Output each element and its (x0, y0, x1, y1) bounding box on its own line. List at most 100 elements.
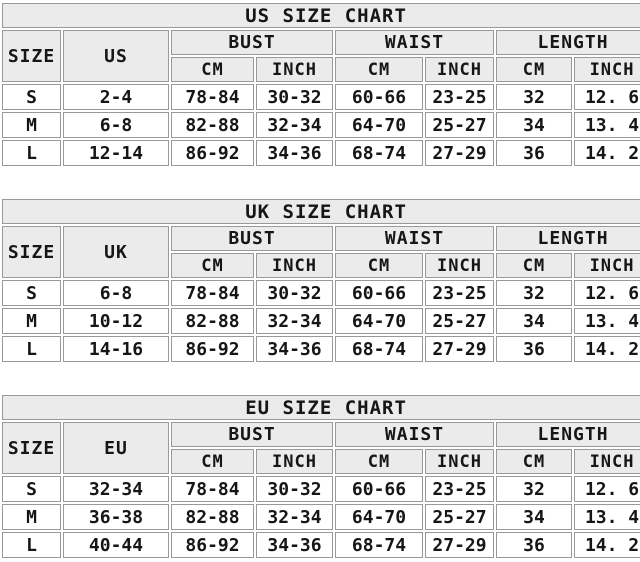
col-header-bust: BUST (171, 226, 333, 251)
unit-header-length-cm: CM (496, 449, 572, 474)
cell-length-cm: 34 (496, 112, 572, 138)
cell-region-size: 14-16 (63, 336, 169, 362)
table-title: EU SIZE CHART (2, 395, 640, 420)
cell-size: S (2, 476, 61, 502)
unit-header-waist-cm: CM (335, 449, 423, 474)
col-header-length: LENGTH (496, 30, 640, 55)
cell-bust-cm: 78-84 (171, 84, 254, 110)
cell-bust-cm: 86-92 (171, 140, 254, 166)
unit-header-waist-cm: CM (335, 57, 423, 82)
cell-waist-cm: 68-74 (335, 140, 423, 166)
cell-bust-inch: 30-32 (256, 280, 333, 306)
cell-waist-cm: 64-70 (335, 308, 423, 334)
cell-bust-inch: 32-34 (256, 112, 333, 138)
cell-length-cm: 32 (496, 280, 572, 306)
cell-bust-cm: 78-84 (171, 280, 254, 306)
cell-region-size: 10-12 (63, 308, 169, 334)
unit-header-length-inch: INCH (574, 253, 640, 278)
cell-bust-cm: 82-88 (171, 308, 254, 334)
table-units-row: CM INCH CM INCH CM INCH (2, 253, 640, 278)
cell-length-cm: 34 (496, 308, 572, 334)
unit-header-bust-inch: INCH (256, 253, 333, 278)
cell-bust-inch: 34-36 (256, 140, 333, 166)
cell-length-inch: 14. 2 (574, 532, 640, 558)
cell-bust-cm: 82-88 (171, 504, 254, 530)
cell-waist-inch: 25-27 (425, 504, 494, 530)
unit-header-waist-inch: INCH (425, 57, 494, 82)
unit-header-waist-inch: INCH (425, 253, 494, 278)
cell-waist-cm: 60-66 (335, 84, 423, 110)
col-header-size: SIZE (2, 422, 61, 474)
table-title: US SIZE CHART (2, 3, 640, 28)
cell-waist-inch: 23-25 (425, 476, 494, 502)
cell-waist-cm: 60-66 (335, 476, 423, 502)
uk-size-chart-table: UK SIZE CHART SIZE UK BUST WAIST LENGTH … (0, 197, 640, 364)
cell-bust-inch: 30-32 (256, 84, 333, 110)
cell-bust-inch: 34-36 (256, 336, 333, 362)
cell-region-size: 2-4 (63, 84, 169, 110)
cell-length-cm: 32 (496, 476, 572, 502)
cell-size: M (2, 308, 61, 334)
cell-size: L (2, 532, 61, 558)
cell-bust-inch: 32-34 (256, 504, 333, 530)
cell-bust-cm: 78-84 (171, 476, 254, 502)
table-row-s: S 32-34 78-84 30-32 60-66 23-25 32 12. 6 (2, 476, 640, 502)
cell-waist-cm: 68-74 (335, 532, 423, 558)
cell-length-cm: 36 (496, 336, 572, 362)
cell-region-size: 6-8 (63, 280, 169, 306)
col-header-bust: BUST (171, 30, 333, 55)
table-row-l: L 40-44 86-92 34-36 68-74 27-29 36 14. 2 (2, 532, 640, 558)
table-units-row: CM INCH CM INCH CM INCH (2, 449, 640, 474)
cell-bust-cm: 82-88 (171, 112, 254, 138)
col-header-length: LENGTH (496, 422, 640, 447)
cell-waist-cm: 64-70 (335, 112, 423, 138)
cell-length-inch: 13. 4 (574, 112, 640, 138)
unit-header-length-cm: CM (496, 57, 572, 82)
table-row-l: L 12-14 86-92 34-36 68-74 27-29 36 14. 2 (2, 140, 640, 166)
unit-header-length-inch: INCH (574, 449, 640, 474)
table-group-header-row: SIZE EU BUST WAIST LENGTH (2, 422, 640, 474)
us-size-chart-table: US SIZE CHART SIZE US BUST WAIST LENGTH … (0, 1, 640, 168)
table-title-row: UK SIZE CHART (2, 199, 640, 224)
col-header-region: UK (63, 226, 169, 278)
table-title-row: EU SIZE CHART (2, 395, 640, 420)
table-row-m: M 6-8 82-88 32-34 64-70 25-27 34 13. 4 (2, 112, 640, 138)
cell-size: L (2, 140, 61, 166)
cell-length-inch: 14. 2 (574, 140, 640, 166)
cell-length-inch: 14. 2 (574, 336, 640, 362)
cell-length-inch: 12. 6 (574, 84, 640, 110)
unit-header-length-inch: INCH (574, 57, 640, 82)
cell-length-inch: 12. 6 (574, 476, 640, 502)
table-group-header-row: SIZE UK BUST WAIST LENGTH (2, 226, 640, 278)
cell-size: M (2, 504, 61, 530)
col-header-size: SIZE (2, 30, 61, 82)
cell-bust-inch: 32-34 (256, 308, 333, 334)
cell-region-size: 12-14 (63, 140, 169, 166)
table-units-row: CM INCH CM INCH CM INCH (2, 57, 640, 82)
col-header-waist: WAIST (335, 30, 494, 55)
cell-size: L (2, 336, 61, 362)
table-row-s: S 6-8 78-84 30-32 60-66 23-25 32 12. 6 (2, 280, 640, 306)
table-row-s: S 2-4 78-84 30-32 60-66 23-25 32 12. 6 (2, 84, 640, 110)
unit-header-bust-cm: CM (171, 57, 254, 82)
cell-waist-inch: 23-25 (425, 280, 494, 306)
col-header-region: EU (63, 422, 169, 474)
cell-region-size: 6-8 (63, 112, 169, 138)
cell-size: S (2, 280, 61, 306)
cell-length-cm: 36 (496, 140, 572, 166)
col-header-bust: BUST (171, 422, 333, 447)
table-title-row: US SIZE CHART (2, 3, 640, 28)
unit-header-waist-inch: INCH (425, 449, 494, 474)
cell-bust-inch: 34-36 (256, 532, 333, 558)
cell-waist-inch: 25-27 (425, 308, 494, 334)
cell-length-inch: 13. 4 (574, 308, 640, 334)
col-header-size: SIZE (2, 226, 61, 278)
table-row-m: M 10-12 82-88 32-34 64-70 25-27 34 13. 4 (2, 308, 640, 334)
table-row-m: M 36-38 82-88 32-34 64-70 25-27 34 13. 4 (2, 504, 640, 530)
cell-length-cm: 32 (496, 84, 572, 110)
cell-length-cm: 34 (496, 504, 572, 530)
col-header-length: LENGTH (496, 226, 640, 251)
table-title: UK SIZE CHART (2, 199, 640, 224)
cell-waist-inch: 23-25 (425, 84, 494, 110)
